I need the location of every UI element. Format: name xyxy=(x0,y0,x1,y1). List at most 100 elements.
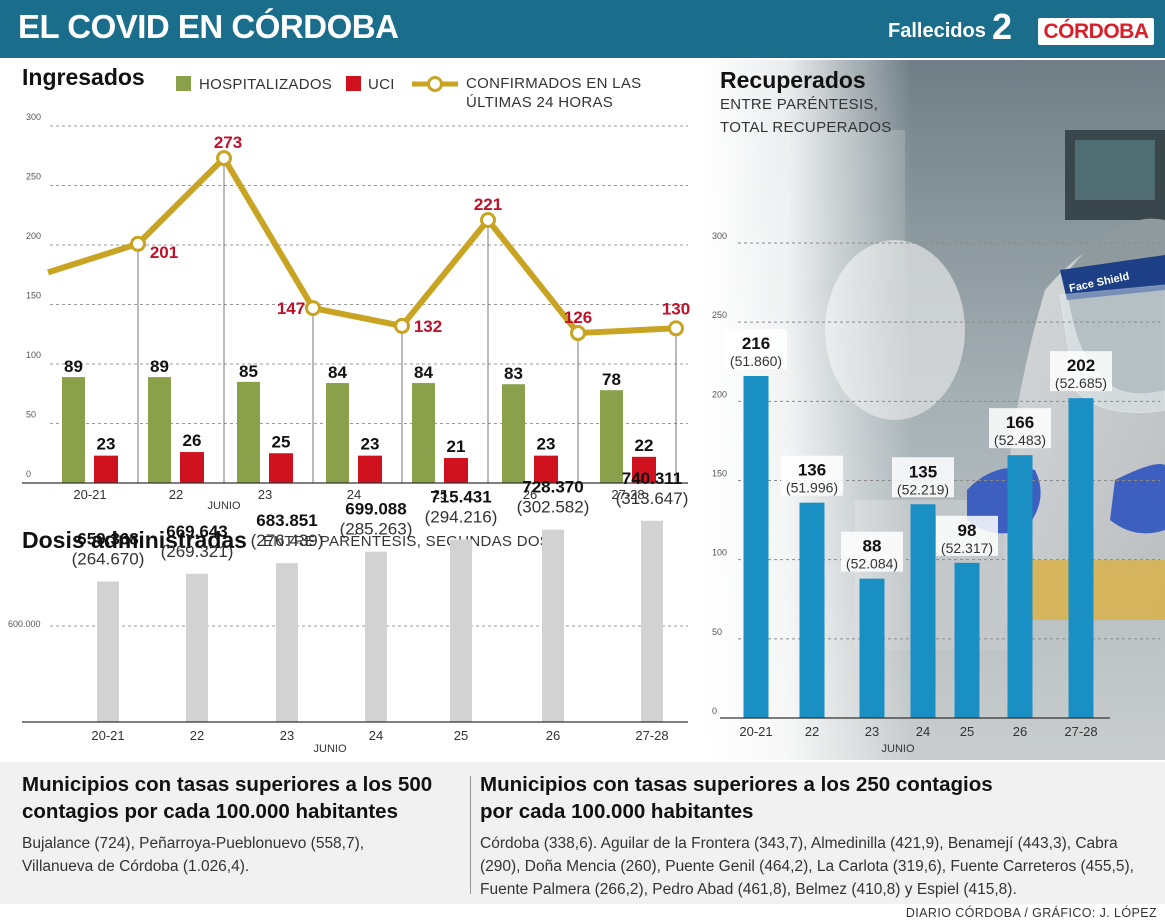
municipios-divider xyxy=(470,776,471,894)
hospitalizados-label: 78 xyxy=(602,370,621,389)
recuperados-label-bg xyxy=(725,329,787,369)
ingresados-xtick: 23 xyxy=(258,487,272,502)
legend-confirmados-label-1: CONFIRMADOS EN LAS xyxy=(466,75,642,92)
confirmados-point xyxy=(480,212,496,229)
municipios-250-list-1: Córdoba (338,6). Aguilar de la Frontera … xyxy=(480,835,1118,852)
dosis-chart: 600.000 659.368(264.670) 20-21 669.643(269.… xyxy=(8,469,689,755)
hospitalizados-label: 89 xyxy=(150,357,169,376)
confirmados-point xyxy=(570,325,586,342)
recuperados-label-bg xyxy=(781,455,843,496)
recuperados-bar xyxy=(1068,398,1094,718)
dosis-bar xyxy=(186,573,208,722)
dosis-bar xyxy=(97,581,119,722)
dosis-value-label: 669.643 xyxy=(166,522,227,541)
confirmados-label: 147 xyxy=(277,299,305,318)
recuperados-chart: 0 50 100 150 200 250 300 216(51.860) 20-21 136(51… xyxy=(712,231,1160,755)
recuperados-month-label: JUNIO xyxy=(882,743,915,755)
dosis-bar xyxy=(450,539,472,722)
dosis-subtitle: ENTRE PARÉNTESIS, SEGUNDAS DOSIS xyxy=(263,533,565,550)
municipios-250-list-2: (290), Doña Mencia (260), Puente Genil (… xyxy=(480,858,1134,875)
hospitalizados-label: 84 xyxy=(414,363,433,382)
dosis-xtick: 24 xyxy=(369,728,383,743)
hospitalizados-label: 84 xyxy=(328,363,347,382)
ingresados-ytick-150: 150 xyxy=(26,291,41,301)
recuperados-bar xyxy=(910,504,936,718)
recuperados-value-label: 136 xyxy=(798,461,826,480)
ingresados-ytick-250: 250 xyxy=(26,172,41,182)
legend-uci-label: UCI xyxy=(368,76,395,93)
ingresados-ytick-0: 0 xyxy=(26,469,31,479)
confirmados-point xyxy=(668,320,684,337)
recuperados-ytick-150: 150 xyxy=(712,469,727,479)
recuperados-xtick: 27-28 xyxy=(1064,724,1097,739)
recuperados-xtick: 24 xyxy=(916,724,930,739)
dosis-title: Dosis administradas xyxy=(22,527,247,553)
uci-label: 22 xyxy=(635,436,654,455)
recuperados-total-label: (52.219) xyxy=(897,481,949,497)
dosis-ytick: 600.000 xyxy=(8,619,41,629)
dosis-xtick: 26 xyxy=(546,728,560,743)
ingresados-xtick: 24 xyxy=(347,487,361,502)
recuperados-ytick-250: 250 xyxy=(712,310,727,320)
recuperados-total-label: (51.860) xyxy=(730,353,782,369)
recuperados-xtick: 22 xyxy=(805,724,819,739)
uci-bar xyxy=(632,456,656,483)
municipios-panel xyxy=(0,762,1165,904)
legend-hospitalizados-label: HOSPITALIZADOS xyxy=(199,76,333,93)
municipios-250-title-2: por cada 100.000 habitantes xyxy=(480,800,754,823)
dosis-value-label: 683.851 xyxy=(256,511,317,530)
header-bar: EL COVID EN CÓRDOBA Fallecidos 2 CÓRDOBA xyxy=(0,0,1165,58)
dosis-xtick: 20-21 xyxy=(91,728,124,743)
dosis-second-label: (285.263) xyxy=(340,520,413,539)
dosis-second-label: (276.439) xyxy=(251,531,324,550)
recuperados-bar xyxy=(1007,455,1033,718)
recuperados-total-label: (52.317) xyxy=(941,540,993,556)
ingresados-ytick-300: 300 xyxy=(26,112,41,122)
dosis-xtick: 25 xyxy=(454,728,468,743)
dosis-second-label: (313.647) xyxy=(616,489,689,508)
recuperados-subtitle-1: ENTRE PARÉNTESIS, xyxy=(720,96,879,113)
logo-text: CÓRDOBA xyxy=(1043,20,1150,43)
ingresados-ytick-100: 100 xyxy=(26,350,41,360)
dosis-bar xyxy=(365,551,387,722)
confirmados-label: 201 xyxy=(150,243,178,262)
recuperados-bar xyxy=(859,578,885,718)
confirmados-point xyxy=(394,317,410,334)
dosis-value-label: 715.431 xyxy=(430,487,491,506)
recuperados-value-label: 88 xyxy=(863,537,882,556)
confirmados-point xyxy=(305,300,321,317)
recuperados-total-label: (51.996) xyxy=(786,480,838,496)
recuperados-total-label: (52.483) xyxy=(994,432,1046,448)
municipios-500-list-2: Villanueva de Córdoba (1.026,4). xyxy=(22,858,250,875)
recuperados-ytick-0: 0 xyxy=(712,706,717,716)
dosis-xtick: 22 xyxy=(190,728,204,743)
uci-label: 23 xyxy=(97,435,116,454)
recuperados-ytick-300: 300 xyxy=(712,231,727,241)
recuperados-total-label: (52.084) xyxy=(846,556,898,572)
legend-confirmados-label-2: ÚLTIMAS 24 HORAS xyxy=(466,94,614,111)
page-title: EL COVID EN CÓRDOBA xyxy=(18,8,399,45)
recuperados-bar xyxy=(799,502,825,718)
recuperados-xtick: 26 xyxy=(1013,724,1027,739)
confirmados-point xyxy=(216,150,232,167)
dosis-second-label: (269.321) xyxy=(161,542,234,561)
confirmados-label: 130 xyxy=(662,299,690,318)
dosis-bar xyxy=(276,563,298,722)
hospitalizados-bar xyxy=(502,384,525,483)
dosis-second-label: (294.216) xyxy=(425,507,498,526)
confirmados-line xyxy=(47,155,677,337)
credit: DIARIO CÓRDOBA / GRÁFICO: J. LÓPEZ xyxy=(905,906,1157,920)
dosis-second-label: (264.670) xyxy=(72,549,145,568)
municipios-500-title-2: contagios por cada 100.000 habitantes xyxy=(22,800,398,823)
confirmados-label: 132 xyxy=(414,317,442,336)
ingresados-xtick: 20-21 xyxy=(73,487,106,502)
dosis-bar xyxy=(641,520,663,722)
recuperados-xtick: 20-21 xyxy=(739,724,772,739)
uci-bar xyxy=(444,458,468,483)
confirmados-label: 273 xyxy=(214,133,242,152)
municipios-500-title-1: Municipios con tasas superiores a los 50… xyxy=(22,773,433,796)
uci-bar xyxy=(269,453,293,483)
uci-bar xyxy=(180,452,204,483)
ingresados-chart: 0 50 100 150 200 250 300 89 23 20-21 89 26 22 85 25 23 8… xyxy=(22,112,690,512)
ingresados-ytick-50: 50 xyxy=(26,410,36,420)
